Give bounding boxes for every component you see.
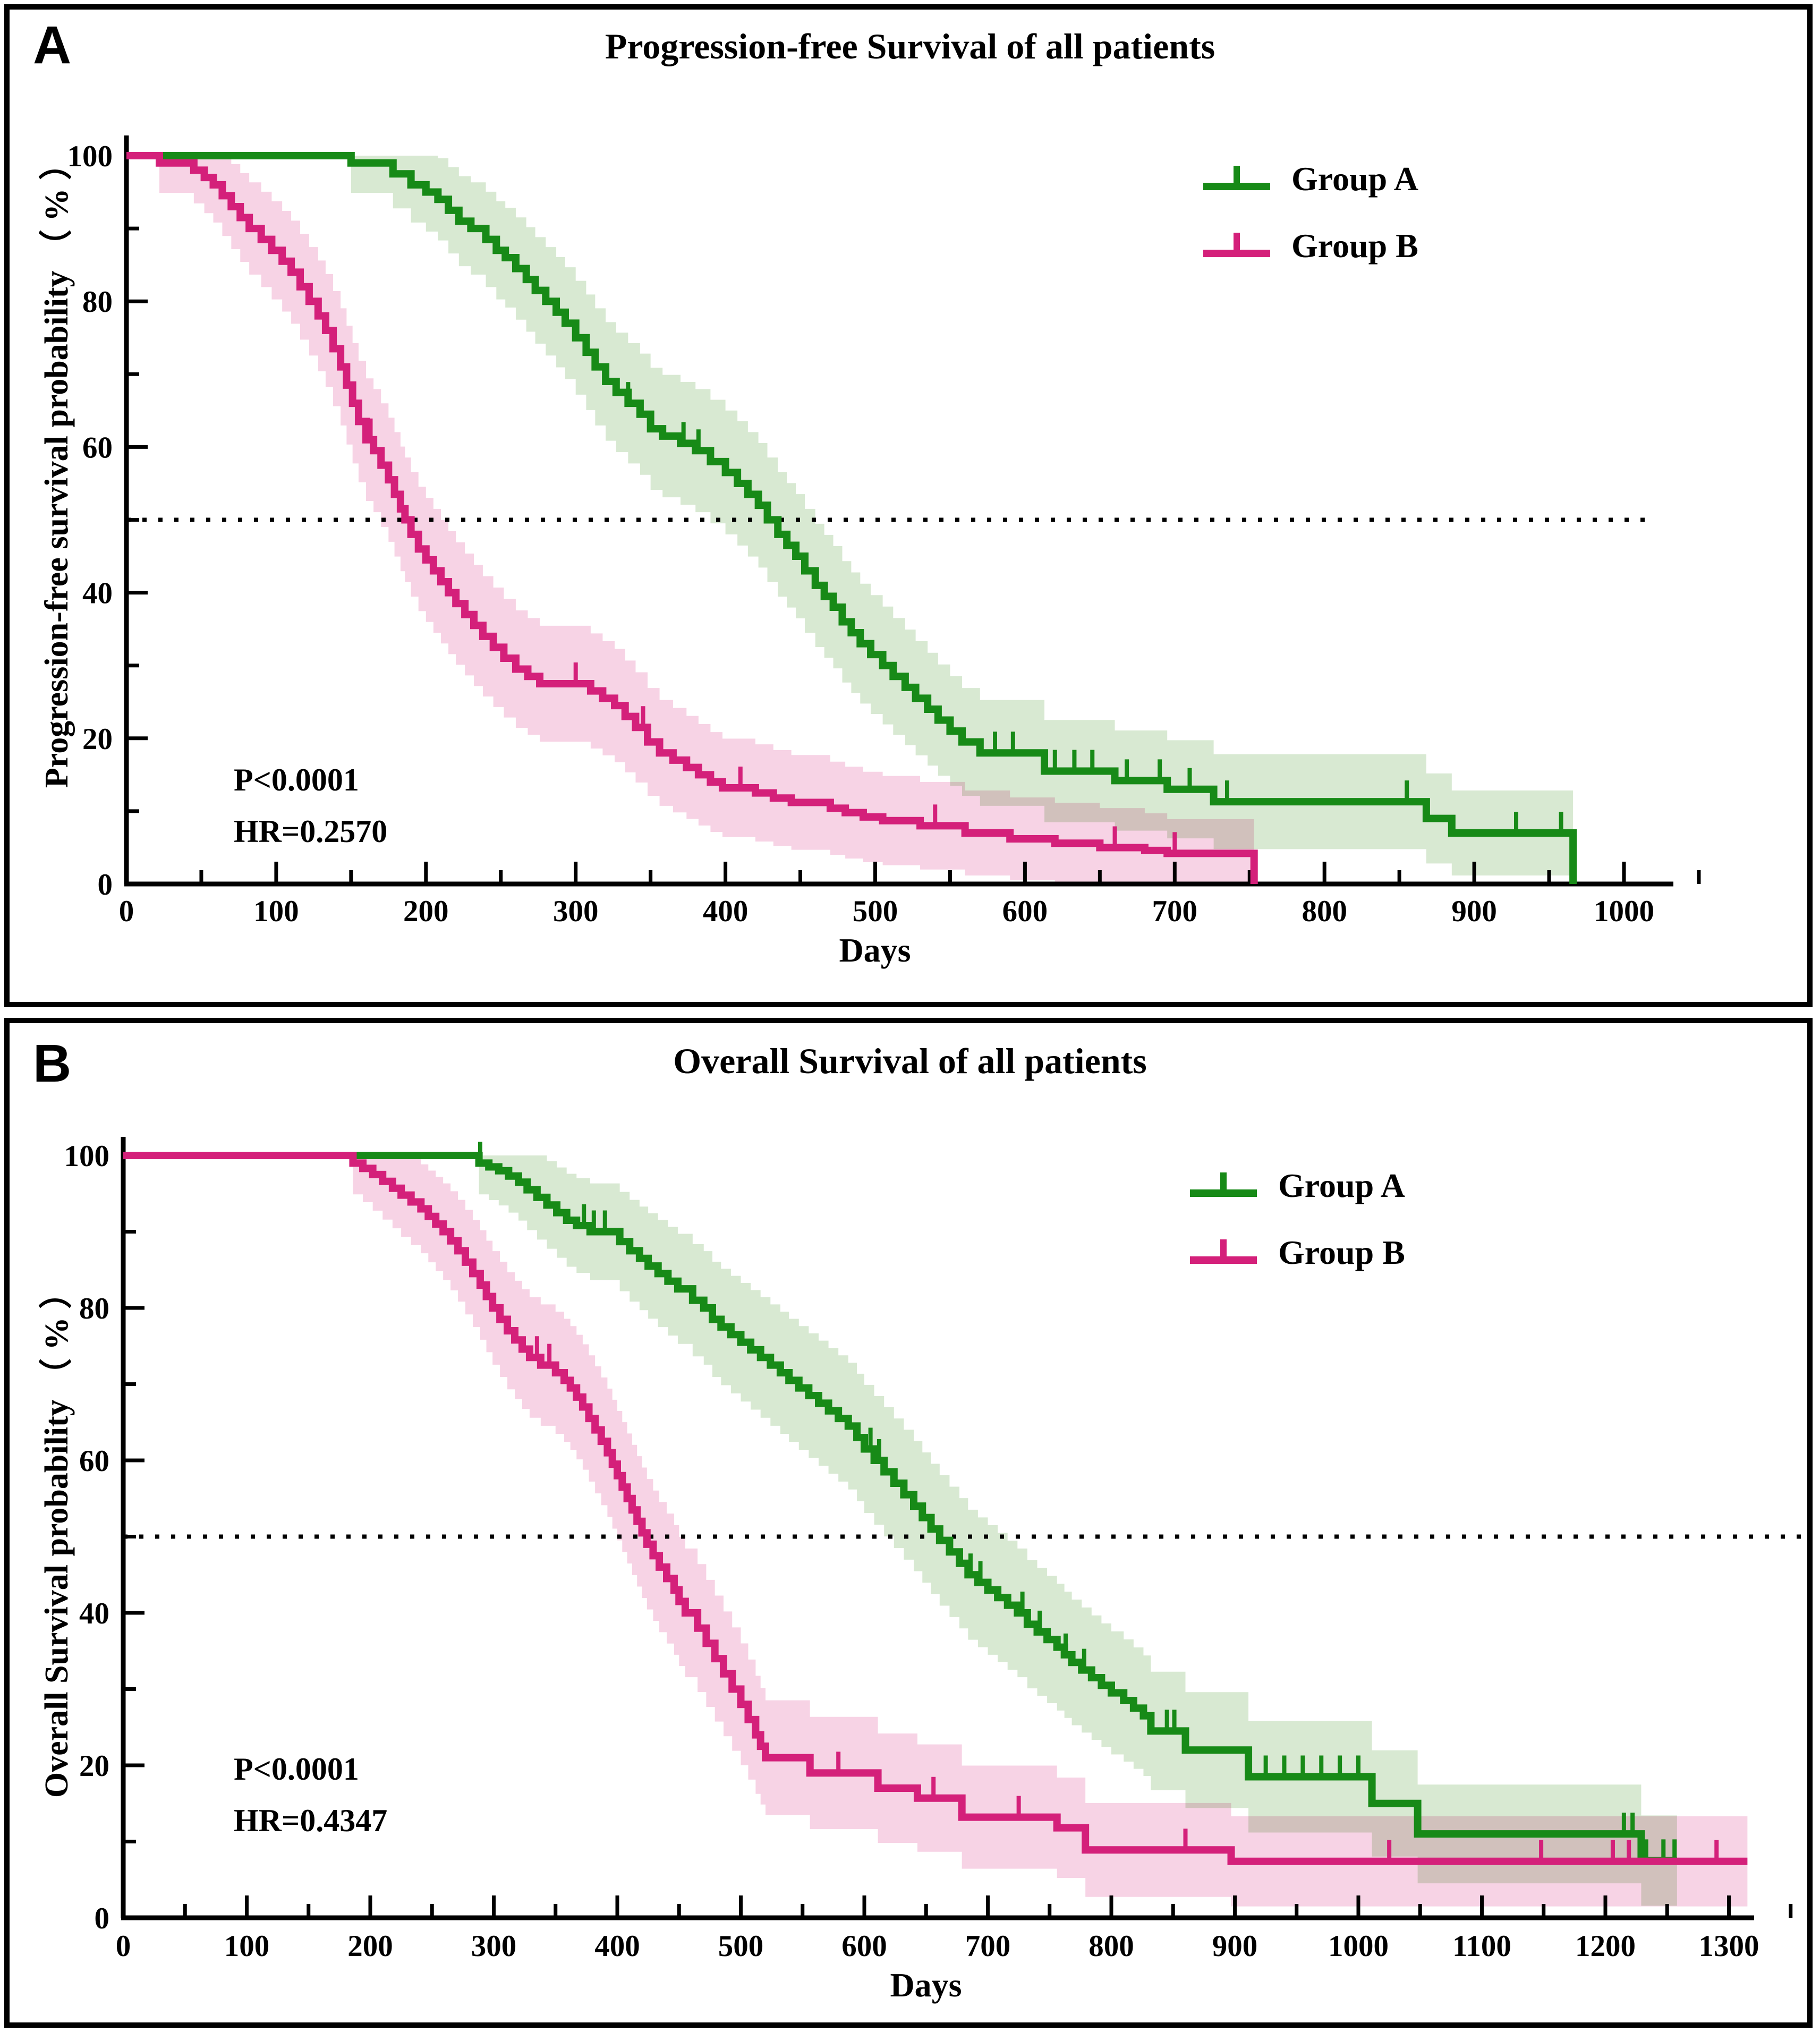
panel-a-y-axis-label: Progression-free survival probability （ … [39, 147, 75, 788]
panel-a-stats: P<0.0001 HR=0.2570 [234, 754, 387, 857]
panel-a-letter: A [33, 15, 72, 75]
group-b-censor-line-icon [1203, 233, 1270, 259]
legend-label: Group B [1291, 227, 1418, 265]
p-value: P<0.0001 [234, 1752, 359, 1787]
panel-b-stats: P<0.0001 HR=0.4347 [234, 1744, 387, 1847]
legend-item-group-a: Group A [1203, 159, 1418, 199]
panel-a-x-axis-label: Days [839, 931, 911, 969]
panel-b-y-axis-label: Overall Survival probability （ % ） [39, 1276, 75, 1798]
legend-item-group-b: Group B [1190, 1233, 1405, 1272]
panel-a-title: Progression-free Survival of all patient… [605, 26, 1215, 66]
hazard-ratio: HR=0.2570 [234, 814, 388, 849]
group-a-censor-line-icon [1190, 1172, 1257, 1199]
legend-label: Group A [1291, 160, 1418, 198]
panel-b-x-axis-label: Days [890, 1966, 962, 2004]
p-value: P<0.0001 [234, 762, 359, 797]
panel-b-letter: B [33, 1034, 72, 1093]
panel-b-legend: Group A Group B [1190, 1166, 1405, 1300]
legend-item-group-b: Group B [1203, 226, 1418, 266]
panel-b-title: Overall Survival of all patients [673, 1041, 1147, 1081]
group-a-censor-line-icon [1203, 166, 1270, 192]
panel-b [4, 1018, 1813, 2028]
legend-label: Group A [1278, 1167, 1405, 1204]
legend-label: Group B [1278, 1234, 1405, 1271]
group-b-censor-line-icon [1190, 1239, 1257, 1266]
legend-item-group-a: Group A [1190, 1166, 1405, 1205]
panel-a-legend: Group A Group B [1203, 159, 1418, 293]
hazard-ratio: HR=0.4347 [234, 1803, 388, 1839]
